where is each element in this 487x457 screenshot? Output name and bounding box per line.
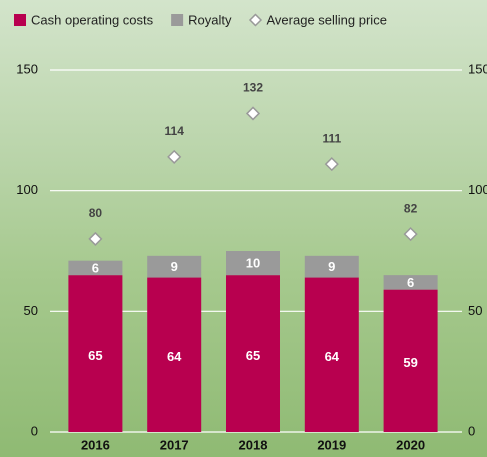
- bar-label: 59: [403, 355, 417, 370]
- bar-label: 64: [325, 349, 340, 364]
- x-tick-label: 2016: [81, 437, 110, 452]
- price-label: 111: [322, 131, 341, 145]
- price-label: 132: [243, 81, 263, 95]
- bar-label: 65: [88, 348, 102, 363]
- legend-swatch: [171, 14, 183, 26]
- bar-label: 9: [171, 259, 178, 274]
- bar-label: 65: [246, 348, 260, 363]
- legend-swatch: [14, 14, 26, 26]
- chart: Cash operating costs Royalty Average selli…: [0, 0, 487, 457]
- y-tick-label: 100: [16, 182, 38, 197]
- bar-label: 10: [246, 256, 260, 271]
- legend-label: Cash operating costs: [31, 12, 154, 27]
- y2-tick-label: 0: [468, 423, 475, 438]
- y-tick-label: 150: [16, 61, 38, 76]
- y-tick-label: 50: [24, 303, 38, 318]
- x-tick-label: 2017: [160, 437, 189, 452]
- page: Cash operating costs Royalty Average selli…: [0, 0, 487, 457]
- y2-tick-label: 150: [468, 61, 487, 76]
- y2-tick-label: 100: [468, 182, 487, 197]
- price-label: 80: [89, 206, 103, 220]
- bar-label: 6: [407, 275, 414, 290]
- legend-label: Average selling price: [266, 12, 386, 27]
- y-tick-label: 0: [31, 423, 38, 438]
- x-tick-label: 2020: [396, 437, 425, 452]
- price-label: 82: [404, 201, 418, 215]
- y2-tick-label: 50: [468, 303, 482, 318]
- bar-label: 6: [92, 260, 99, 275]
- bar-label: 64: [167, 349, 182, 364]
- legend-label: Royalty: [188, 12, 232, 27]
- x-tick-label: 2018: [239, 437, 268, 452]
- x-tick-label: 2019: [317, 437, 346, 452]
- price-label: 114: [165, 124, 185, 138]
- bar-label: 9: [328, 259, 335, 274]
- legend: Cash operating costs Royalty Average selli…: [14, 12, 387, 27]
